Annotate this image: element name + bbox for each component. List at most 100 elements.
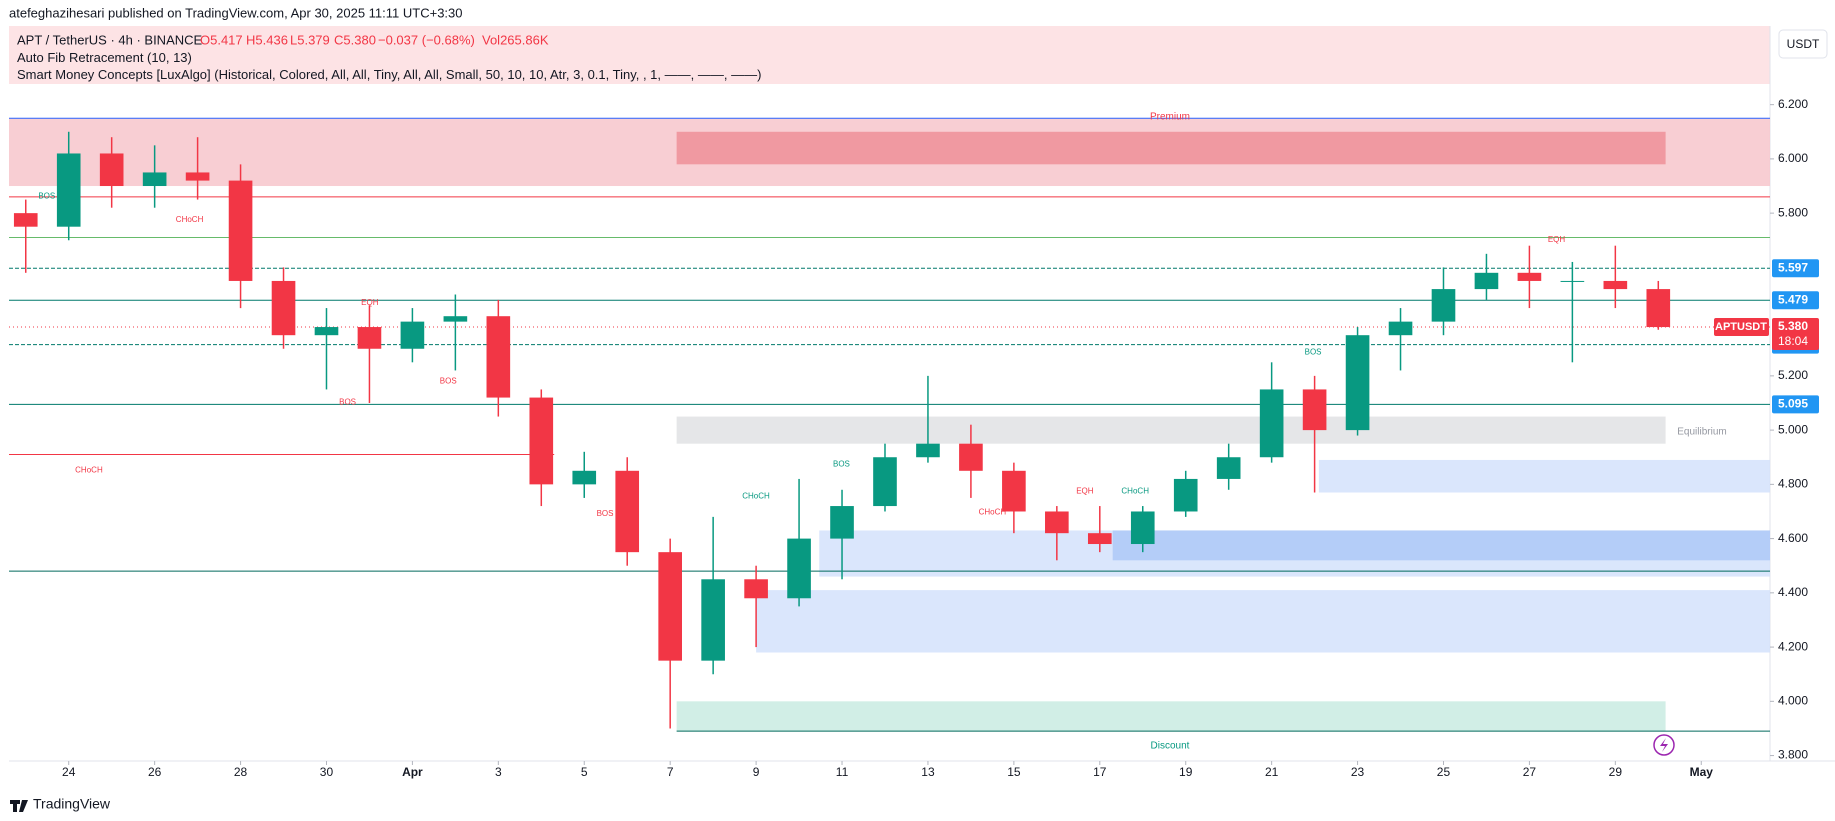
- level-badge: [1772, 259, 1819, 278]
- x-tick-label: 13: [921, 765, 935, 779]
- y-tick-label: 4.200: [1778, 639, 1808, 653]
- structure-label: BOS: [1305, 347, 1322, 356]
- x-tick-label: 7: [667, 765, 674, 779]
- ohlc-value: C5.380: [334, 32, 376, 47]
- brand-logo: [10, 800, 28, 812]
- x-tick-label: May: [1690, 765, 1714, 779]
- y-tick-label: 4.600: [1778, 531, 1808, 545]
- candle-body: [658, 552, 682, 661]
- level-label: 5.597: [1778, 260, 1808, 274]
- x-tick-label: 19: [1179, 765, 1193, 779]
- candle-body: [185, 172, 210, 181]
- brand: TradingView: [33, 796, 111, 812]
- structure-label: BOS: [597, 509, 614, 518]
- x-tick-label: 30: [320, 765, 334, 779]
- x-tick-label: 3: [495, 765, 502, 779]
- x-tick-label: 17: [1093, 765, 1107, 779]
- candle-body: [486, 316, 511, 398]
- candle-body: [443, 316, 468, 322]
- candle-body: [1517, 272, 1542, 281]
- candle-body: [1087, 533, 1112, 545]
- structure-label: EQH: [361, 298, 379, 307]
- candle-body: [56, 153, 81, 227]
- candle-body: [1302, 389, 1327, 431]
- structure-label: BOS: [38, 192, 55, 201]
- candle-body: [1259, 389, 1284, 458]
- zone-label: Discount: [1151, 741, 1190, 752]
- y-tick-label: 5.200: [1778, 368, 1808, 382]
- candle-body: [1130, 511, 1155, 545]
- ohlc-value: H5.436: [246, 32, 288, 47]
- alert-bolt: [1660, 738, 1668, 752]
- ohlc-value: L5.379: [290, 32, 330, 47]
- candle-body: [1431, 289, 1456, 322]
- candle-body: [873, 457, 897, 507]
- candle-body: [1002, 470, 1026, 512]
- structure-label: BOS: [440, 377, 457, 386]
- x-tick-label: 5: [581, 765, 588, 779]
- zone: [1112, 530, 1770, 561]
- candle-body: [1474, 272, 1499, 290]
- candle-body: [1388, 321, 1413, 336]
- candle-body: [314, 327, 339, 336]
- x-tick-label: 11: [836, 765, 849, 779]
- structure-label: BOS: [339, 398, 356, 407]
- currency-button[interactable]: [1778, 29, 1828, 59]
- structure-label: EQH: [1076, 487, 1094, 496]
- last-name-badge: [1714, 318, 1769, 337]
- structure-label: CHoCH: [742, 491, 770, 500]
- level-badge: [1772, 395, 1819, 414]
- currency[interactable]: USDT: [1787, 37, 1820, 51]
- last-badge: [1772, 318, 1819, 351]
- candle-body: [271, 280, 296, 336]
- candle-body: [744, 579, 768, 599]
- x-tick-label: 15: [1007, 765, 1021, 779]
- zone-label: Equilibrium: [1677, 427, 1726, 438]
- candle-body: [615, 470, 640, 553]
- ohlc-value: −0.037 (−0.68%): [378, 32, 475, 47]
- candle-body: [1173, 478, 1198, 512]
- ohlc-value: Vol265.86K: [482, 32, 549, 47]
- zone-label: Premium: [1150, 112, 1190, 123]
- x-tick-label: 24: [62, 765, 76, 779]
- y-tick-label: 4.400: [1778, 585, 1808, 599]
- y-tick-label: 5.000: [1778, 422, 1808, 436]
- legend-band: [9, 26, 1770, 84]
- zone: [676, 416, 1666, 444]
- level-badge: [1772, 291, 1819, 310]
- y-tick-label: 4.000: [1778, 694, 1808, 708]
- candle-body: [1560, 280, 1585, 282]
- zone: [756, 590, 1770, 653]
- chart: Premium Equilibrium Discount BOS CHoCH EQH BOS…: [9, 97, 1819, 779]
- candle-body: [99, 153, 124, 187]
- candle-body: [357, 327, 382, 349]
- x-tick-label: 27: [1523, 765, 1537, 779]
- candle-body: [701, 579, 725, 661]
- structure-label: EQH: [1548, 235, 1566, 244]
- candle-body: [1603, 280, 1628, 290]
- structure-label: CHoCH: [176, 215, 204, 224]
- structure-label: BOS: [833, 460, 850, 469]
- x-tick-label: 21: [1265, 765, 1279, 779]
- candle-body: [228, 180, 253, 281]
- x-tick-label: 28: [234, 765, 248, 779]
- x-tick-label: 23: [1351, 765, 1365, 779]
- candle-body: [572, 470, 597, 485]
- candle-body: [1216, 457, 1241, 479]
- zone: [676, 131, 1666, 165]
- level-label: 5.479: [1778, 292, 1808, 306]
- candle-body: [400, 321, 425, 349]
- candle-body: [830, 506, 854, 539]
- indicator: Auto Fib Retracement (10, 13): [17, 50, 192, 65]
- zone: [1318, 459, 1770, 493]
- x-tick-label: 25: [1437, 765, 1451, 779]
- structure-label: CHoCH: [979, 508, 1007, 517]
- symbol: APT / TetherUS · 4h · BINANCE: [17, 32, 203, 47]
- candle-body: [1045, 511, 1069, 534]
- structure-label: CHoCH: [75, 466, 103, 475]
- countdown: 18:04: [1778, 334, 1808, 348]
- y-tick-label: 3.800: [1778, 748, 1808, 762]
- y-tick-label: 4.800: [1778, 477, 1808, 491]
- x-tick-label: 29: [1609, 765, 1623, 779]
